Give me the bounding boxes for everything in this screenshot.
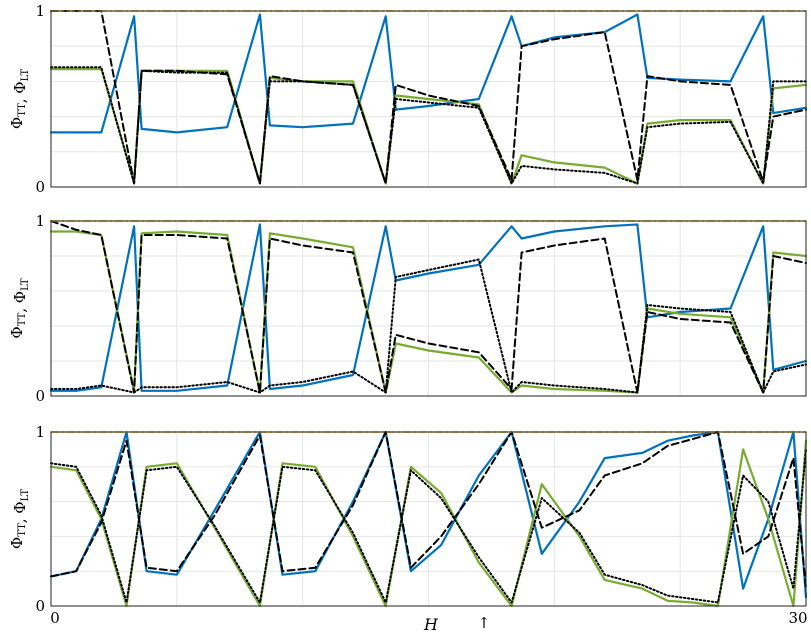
panel-top: 1 0 ΦTT, ΦLT — [8, 2, 808, 196]
panel-bottom: 1 0 ΦTT, ΦLT 0 30 H ↑ — [8, 423, 808, 634]
arrow-annotation: ↑ — [478, 614, 491, 632]
y-axis-label: ΦTT, ΦLT — [8, 69, 31, 130]
plot-frame — [50, 220, 807, 397]
panels: 1 0 ΦTT, ΦLT 1 0 ΦTT, ΦLT 1 0 ΦTT, ΦLT 0 30 H ↑ — [8, 2, 808, 634]
plot-frame — [50, 10, 807, 188]
plot-frame — [50, 431, 807, 607]
x-axis-label: H — [423, 615, 439, 634]
y-tick-label: 1 — [35, 423, 45, 441]
y-tick-label: 0 — [35, 178, 45, 196]
x-tick-label: 0 — [50, 609, 60, 627]
y-axis-label: ΦTT, ΦLT — [8, 278, 31, 339]
series-dashed-2 — [50, 220, 807, 394]
x-tick-label: 30 — [788, 609, 807, 627]
series-solid-0 — [49, 13, 808, 134]
series-dotted-3 — [50, 66, 807, 185]
y-tick-label: 1 — [35, 212, 45, 230]
series-solid-1 — [49, 230, 808, 394]
series-dotted-3 — [50, 448, 807, 604]
series-dotted-3 — [50, 258, 807, 394]
series-solid-0 — [49, 430, 808, 599]
y-tick-label: 0 — [35, 597, 45, 615]
y-tick-label: 0 — [35, 387, 45, 405]
series-dashed-2 — [50, 431, 807, 590]
panel-middle: 1 0 ΦTT, ΦLT — [8, 212, 808, 405]
series-solid-1 — [49, 439, 808, 608]
y-tick-label: 1 — [35, 2, 45, 20]
y-axis-label: ΦTT, ΦLT — [8, 489, 31, 550]
